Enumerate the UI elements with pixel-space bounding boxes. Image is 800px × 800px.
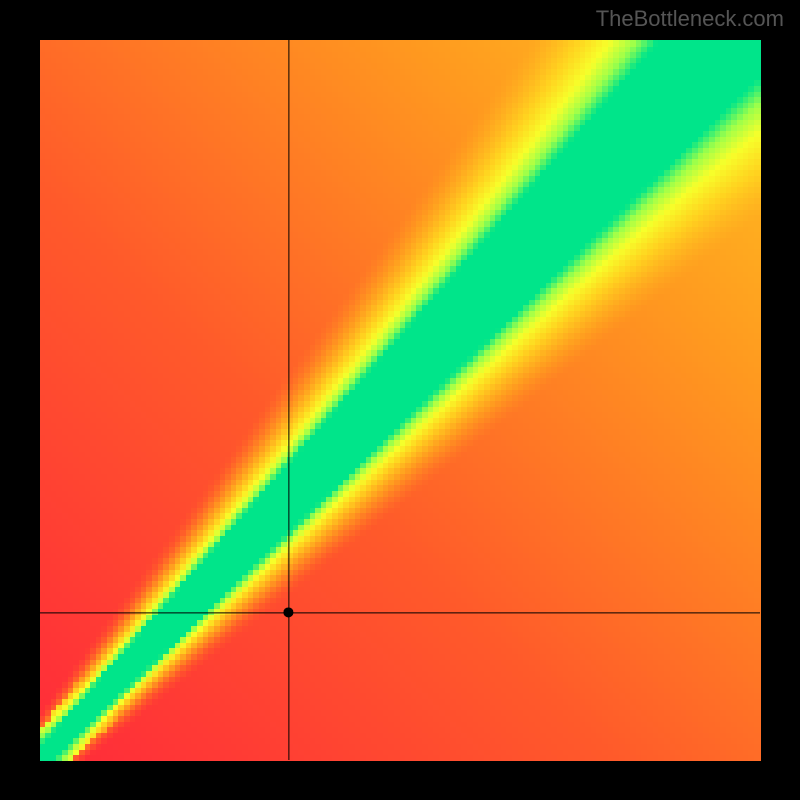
watermark-text: TheBottleneck.com <box>596 6 784 32</box>
chart-wrapper: { "watermark": { "text": "TheBottleneck.… <box>0 0 800 800</box>
bottleneck-heatmap <box>0 0 800 800</box>
